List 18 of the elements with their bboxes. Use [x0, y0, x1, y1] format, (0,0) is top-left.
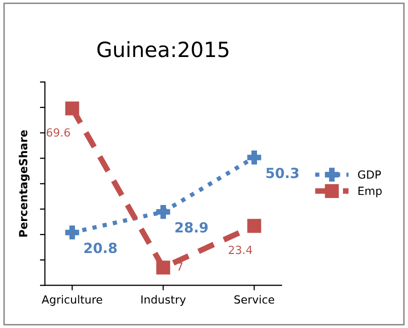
data-label: 28.9: [175, 222, 208, 233]
point: [156, 204, 170, 219]
data-label: 20.8: [84, 242, 117, 254]
x-tick-label: Agriculture: [42, 295, 102, 306]
x-tick-label: Service: [234, 295, 274, 304]
data-label: 69.6: [46, 128, 70, 137]
chart-title: Guinea:2015: [97, 41, 228, 58]
point: [65, 101, 80, 116]
point: [156, 260, 170, 275]
y-axis-title: PercentageShare: [18, 130, 30, 237]
point: [247, 218, 262, 233]
legend-label: GDP: [358, 170, 381, 179]
data-label: 50.3: [266, 168, 298, 178]
point: [65, 226, 80, 240]
legend-label: Emp: [358, 186, 382, 198]
data-label: 23.4: [228, 246, 252, 254]
point: [247, 150, 262, 164]
x-tick-label: Industry: [141, 295, 186, 306]
